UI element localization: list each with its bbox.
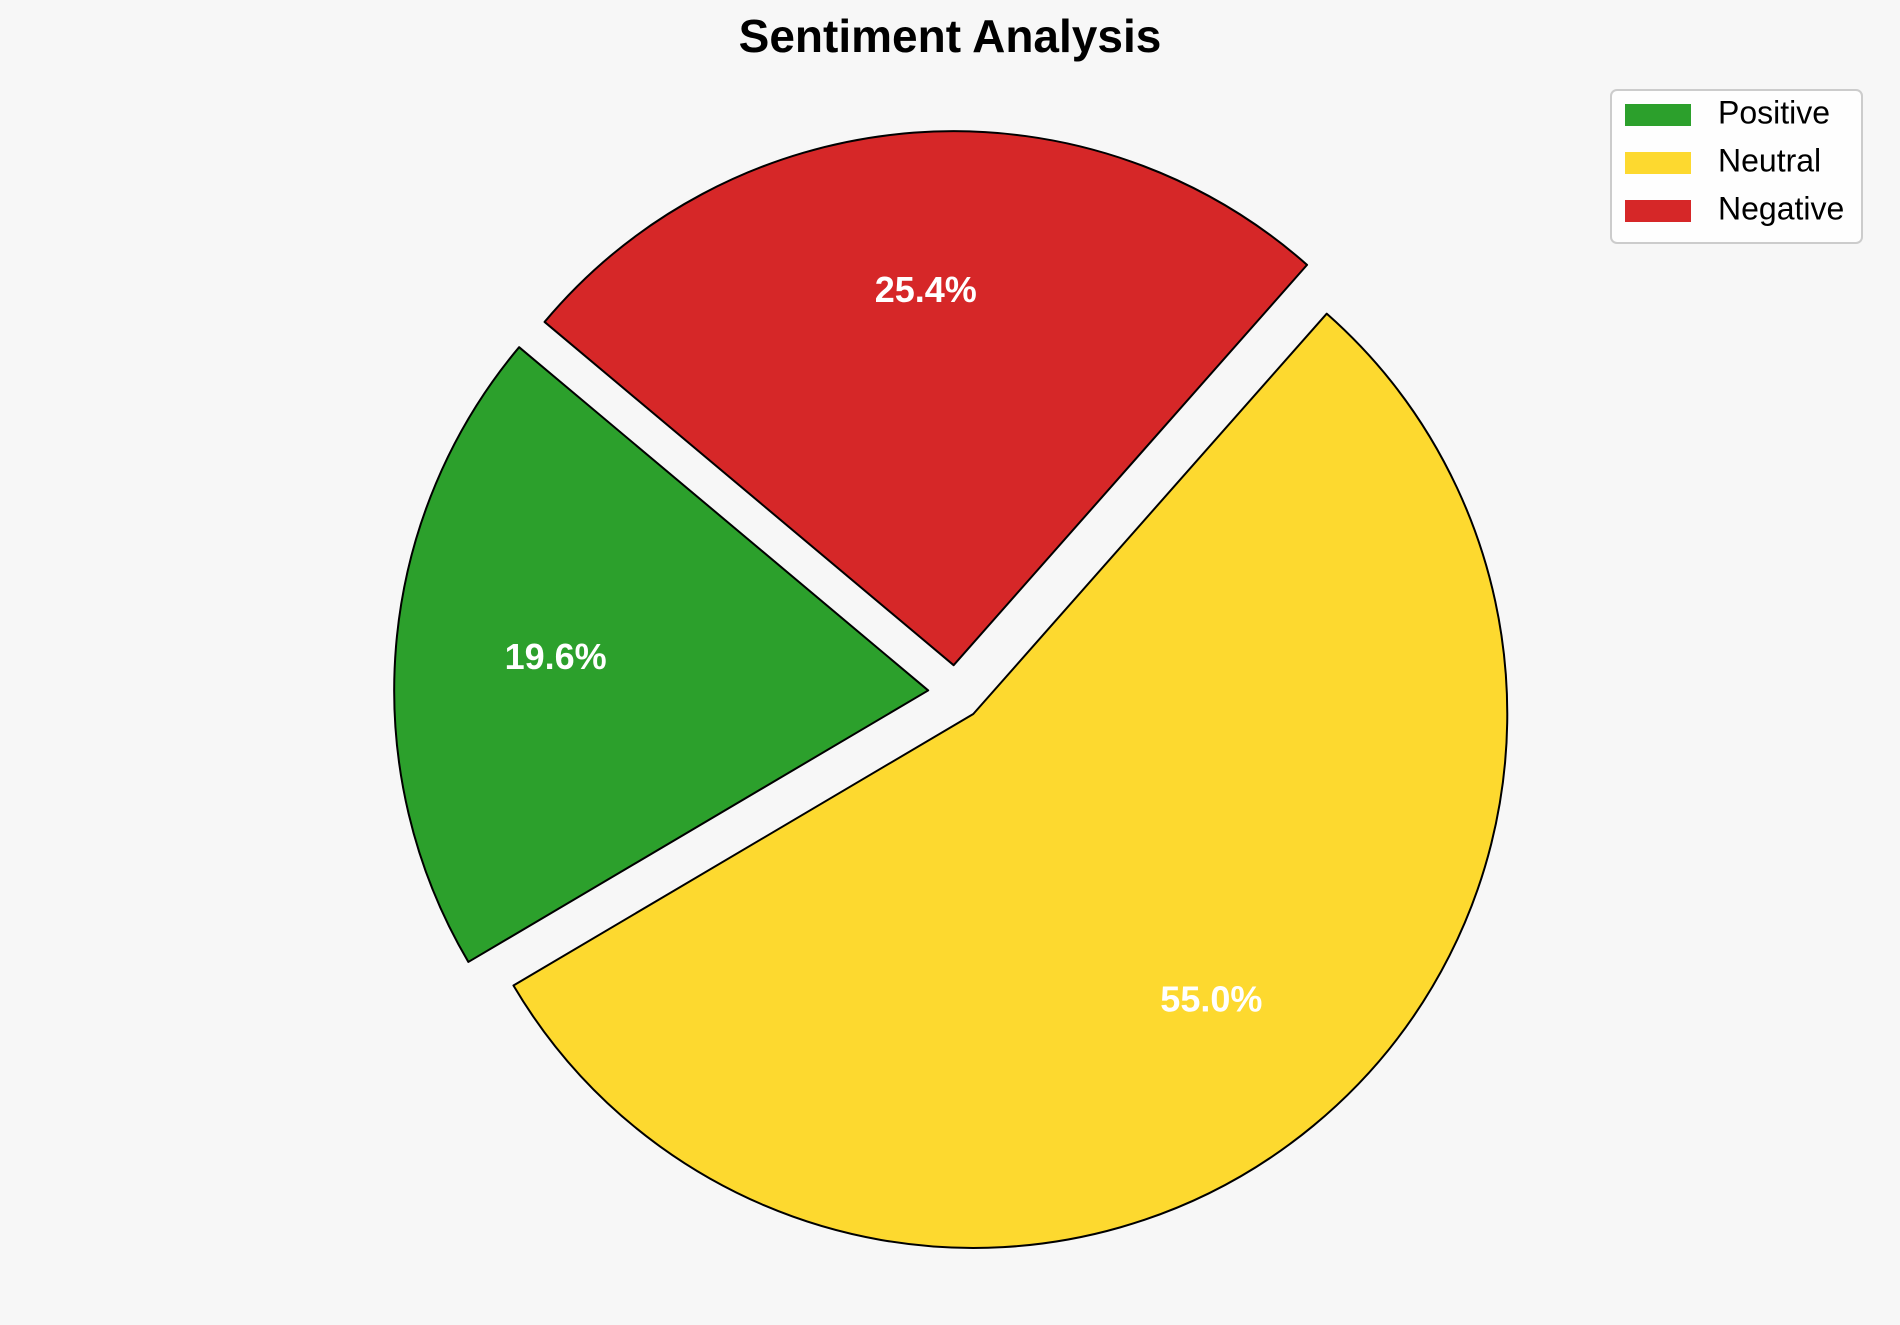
- legend-swatch: [1625, 200, 1691, 222]
- slice-label: 55.0%: [1160, 979, 1262, 1020]
- chart-title: Sentiment Analysis: [739, 10, 1162, 62]
- slice-label: 25.4%: [875, 269, 977, 310]
- legend-swatch: [1625, 152, 1691, 174]
- legend-swatch: [1625, 104, 1691, 126]
- legend-label: Neutral: [1718, 142, 1821, 178]
- pie-slice: [543, 130, 1309, 667]
- legend-label: Positive: [1718, 94, 1830, 130]
- slice-label: 19.6%: [505, 636, 607, 677]
- legend: Positive Neutral Negative: [1610, 89, 1863, 244]
- legend-label: Negative: [1718, 190, 1844, 226]
- pie-slice: [512, 312, 1509, 1249]
- pie-slice: [393, 346, 930, 963]
